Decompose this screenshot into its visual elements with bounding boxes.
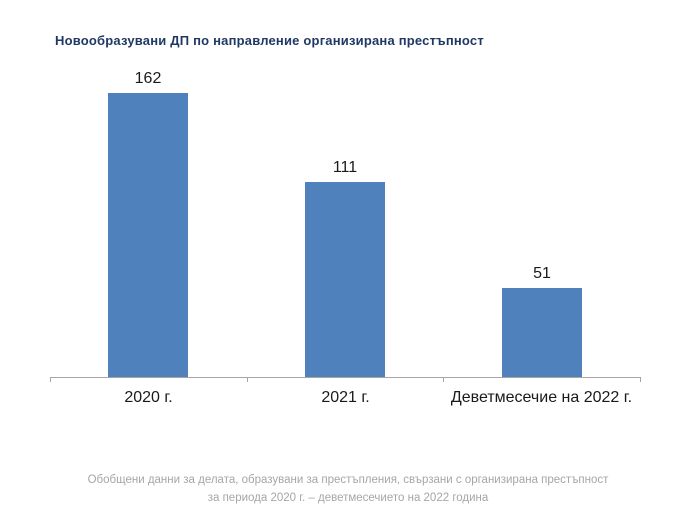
bar [502,288,582,377]
x-axis-tick [247,377,248,382]
footer-caption: Обобщени данни за делата, образувани за … [0,471,696,507]
x-axis-line [50,377,640,378]
bar [108,93,188,377]
x-axis-category-label: Деветмесечие на 2022 г. [450,389,633,406]
bar [305,182,385,377]
x-axis-category-label: 2021 г. [321,389,370,406]
x-axis-tick [50,377,51,382]
x-axis-tick [443,377,444,382]
bar-value-label: 51 [533,265,551,282]
chart-title: Новообразувани ДП по направление организ… [55,33,484,48]
x-axis-tick [640,377,641,382]
bar-value-label: 162 [134,70,162,87]
footer-caption-line2: за периода 2020 г. – деветмесечието на 2… [207,492,489,504]
x-axis-category-label: 2020 г. [124,389,173,406]
bar-value-label: 111 [332,159,358,176]
footer-caption-line1: Обобщени данни за делата, образувани за … [87,474,609,486]
